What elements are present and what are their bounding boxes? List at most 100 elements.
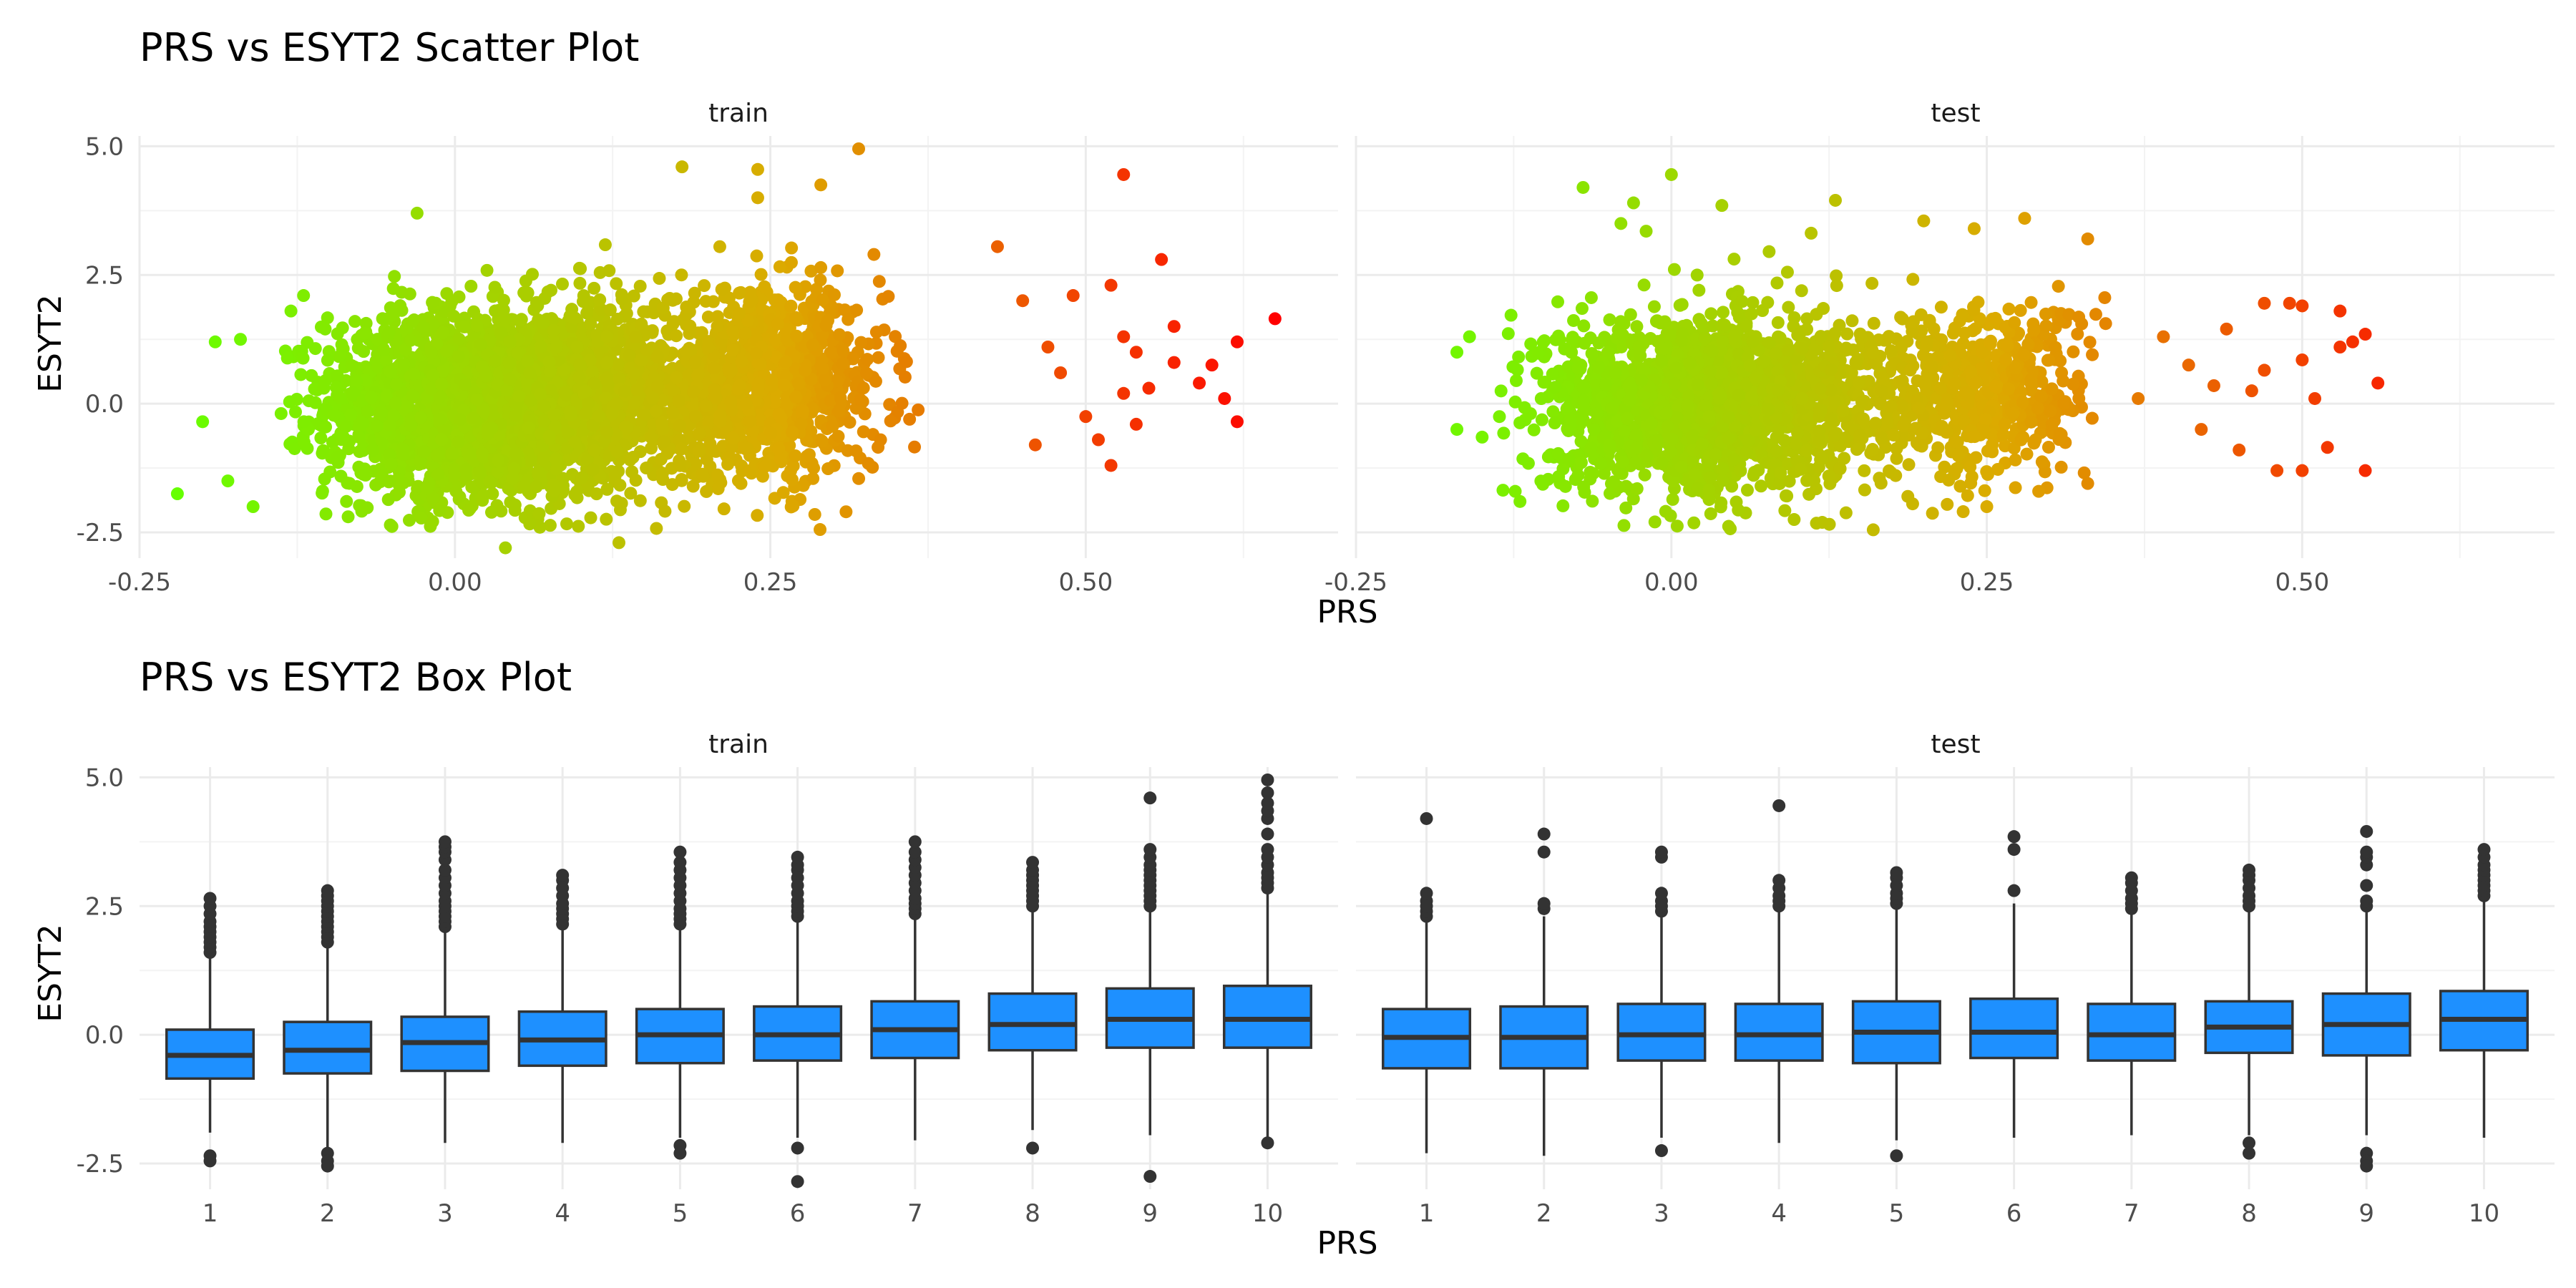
scatter-point: [480, 263, 494, 277]
scatter-point: [1117, 386, 1131, 400]
scatter-point: [675, 442, 688, 456]
scatter-point: [841, 313, 855, 326]
scatter-point: [333, 391, 346, 404]
scatter-point: [894, 339, 907, 353]
scatter-point: [433, 412, 447, 426]
scatter-point: [316, 444, 330, 457]
scatter-point: [790, 329, 804, 343]
scatter-point: [522, 421, 535, 435]
scatter-x-tick-label: 0.50: [2275, 568, 2330, 597]
scatter-point: [666, 317, 680, 331]
scatter-point: [700, 484, 713, 498]
scatter-point: [1193, 376, 1206, 390]
scatter-point: [484, 505, 498, 519]
scatter-point: [375, 405, 389, 419]
scatter-panel-train: -0.25 0.00 0.25 0.50-2.50.02.55.0: [77, 132, 1338, 597]
scatter-point: [882, 290, 895, 303]
scatter-point: [1494, 384, 1508, 398]
scatter-point: [1534, 474, 1548, 488]
scatter-x-tick-label: 0.00: [1644, 568, 1699, 597]
scatter-point: [389, 396, 402, 410]
scatter-point: [739, 397, 753, 411]
scatter-point: [665, 478, 679, 492]
scatter-point: [470, 319, 484, 333]
scatter-point: [1129, 417, 1143, 431]
scatter-y-tick-label: 0.0: [85, 390, 124, 419]
scatter-point: [825, 346, 839, 360]
scatter-point: [1230, 415, 1244, 429]
scatter-point: [633, 279, 647, 293]
scatter-point: [290, 392, 303, 406]
scatter-point: [872, 275, 886, 288]
scatter-point: [708, 361, 721, 375]
scatter-point: [426, 296, 439, 309]
scatter-point: [1687, 516, 1701, 530]
scatter-point: [221, 474, 235, 488]
scatter-point: [908, 440, 922, 454]
scatter-point: [650, 350, 664, 364]
scatter-point: [503, 372, 517, 386]
scatter-point: [234, 333, 248, 346]
scatter-point: [585, 365, 599, 379]
scatter-point: [746, 293, 759, 307]
scatter-point: [453, 413, 467, 426]
scatter-point: [321, 311, 334, 325]
scatter-point: [404, 333, 417, 347]
scatter-point: [547, 323, 560, 337]
scatter-point: [796, 404, 809, 418]
scatter-point: [572, 261, 586, 275]
scatter-point: [345, 359, 358, 373]
scatter-point: [675, 268, 688, 282]
scatter-point: [827, 288, 841, 301]
scatter-point: [542, 355, 556, 369]
scatter-point: [789, 280, 802, 294]
scatter-point: [629, 474, 643, 487]
scatter-point: [361, 501, 374, 514]
scatter-point: [731, 381, 745, 395]
scatter-point: [477, 488, 490, 502]
scatter-point: [572, 371, 586, 384]
scatter-point: [388, 270, 401, 283]
scatter-point: [610, 312, 624, 326]
scatter-point: [836, 344, 850, 358]
scatter-point: [371, 333, 384, 346]
scatter-point: [358, 326, 371, 340]
scatter-point: [402, 514, 416, 527]
scatter-point: [758, 459, 772, 473]
scatter-point: [284, 304, 298, 318]
scatter-point: [821, 462, 835, 476]
scatter-point: [708, 383, 721, 396]
scatter-point: [321, 353, 334, 367]
scatter-point: [711, 468, 724, 482]
scatter-point: [898, 370, 912, 384]
scatter-point: [318, 322, 332, 336]
scatter-point: [773, 260, 786, 273]
scatter-point: [1218, 391, 1231, 405]
scatter-x-tick-label: 0.25: [743, 568, 798, 597]
scatter-point: [573, 358, 587, 371]
scatter-point: [208, 335, 222, 348]
scatter-point: [733, 286, 746, 300]
scatter-point: [689, 410, 703, 424]
scatter-point: [426, 491, 440, 504]
scatter-point: [869, 326, 883, 339]
scatter-point: [821, 313, 835, 327]
scatter-point: [774, 411, 788, 424]
scatter-point: [549, 452, 562, 466]
scatter-point: [297, 289, 311, 303]
scatter-point: [670, 371, 683, 384]
scatter-point: [384, 364, 397, 378]
scatter-point: [1066, 289, 1080, 303]
scatter-strip-train: train: [708, 99, 769, 128]
scatter-point: [1041, 341, 1055, 353]
scatter-point: [1603, 313, 1616, 326]
scatter-point: [640, 343, 653, 357]
scatter-point: [377, 343, 391, 357]
scatter-point: [784, 299, 798, 313]
scatter-point: [246, 500, 260, 514]
scatter-point: [673, 459, 687, 472]
scatter-point: [699, 295, 713, 308]
scatter-point: [509, 447, 523, 460]
scatter-point: [532, 465, 545, 479]
